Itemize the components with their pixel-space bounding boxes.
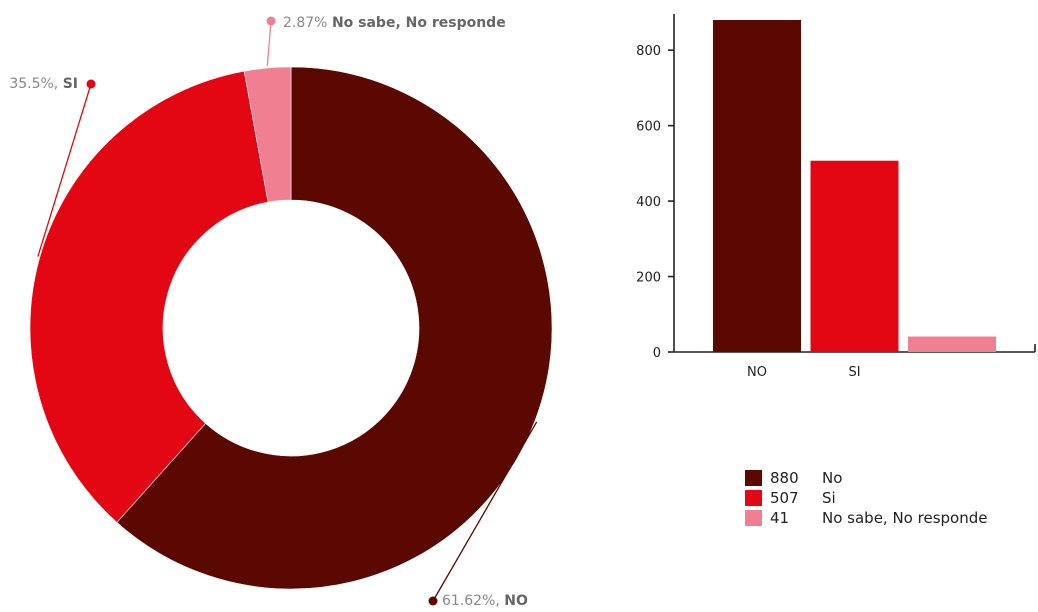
label-dot-nsnr bbox=[266, 16, 276, 26]
donut-slice-nsnr bbox=[243, 66, 292, 203]
donut-label-si: 35.5%, SI bbox=[9, 76, 78, 92]
legend-count-no: 880 bbox=[770, 469, 799, 487]
legend-label-no: No bbox=[822, 469, 843, 487]
legend-item-no: 880 No bbox=[745, 468, 987, 488]
bar-NO bbox=[713, 20, 801, 352]
y-tick-label-400: 400 bbox=[636, 195, 661, 210]
label-leader-si bbox=[37, 83, 92, 257]
donut-label-name-no: NO bbox=[504, 593, 528, 609]
donut-slice-si bbox=[29, 70, 269, 523]
legend-count-nsnr: 41 bbox=[770, 509, 790, 527]
donut-label-name-si: SI bbox=[63, 76, 78, 92]
label-leader-nsnr bbox=[266, 20, 272, 67]
legend-count-si: 507 bbox=[770, 489, 799, 507]
legend-swatch-nsnr bbox=[745, 510, 762, 526]
label-dot-no bbox=[428, 596, 438, 606]
label-leader-no bbox=[432, 421, 538, 602]
y-tick-label-800: 800 bbox=[636, 44, 661, 59]
legend-label-nsnr: No sabe, No responde bbox=[822, 509, 988, 527]
y-tick-label-200: 200 bbox=[636, 271, 661, 286]
legend: 880 No 507 Si 41 No sabe, No responde bbox=[745, 468, 987, 528]
donut-label-value-no: 61.62%, bbox=[442, 593, 504, 609]
legend-swatch-no bbox=[745, 470, 762, 486]
x-tick-label-NO: NO bbox=[747, 365, 767, 380]
y-tick-label-600: 600 bbox=[636, 120, 661, 135]
bar-no-sabe bbox=[908, 336, 996, 352]
y-tick-label-0: 0 bbox=[653, 346, 661, 361]
legend-item-nsnr: 41 No sabe, No responde bbox=[745, 508, 987, 528]
bar-chart: 0 200 400 600 800 NO SI bbox=[636, 14, 1036, 380]
legend-item-si: 507 Si bbox=[745, 488, 987, 508]
donut-label-nsnr: 2.87% No sabe, No responde bbox=[283, 15, 506, 31]
bar-SI bbox=[810, 160, 899, 352]
legend-label-si: Si bbox=[822, 489, 836, 507]
donut-label-value-si: 35.5%, bbox=[9, 76, 62, 92]
legend-swatch-si bbox=[745, 490, 762, 506]
donut-label-no: 61.62%, NO bbox=[442, 593, 528, 609]
donut-chart: 61.62%, NO 35.5%, SI 2.87% No sabe, No res… bbox=[9, 15, 553, 609]
donut-slice-no bbox=[116, 66, 553, 590]
x-tick-label-SI: SI bbox=[848, 365, 860, 380]
donut-label-value-nsnr: 2.87% bbox=[283, 15, 332, 31]
label-dot-si bbox=[86, 79, 96, 89]
donut-label-name-nsnr: No sabe, No responde bbox=[332, 15, 506, 31]
